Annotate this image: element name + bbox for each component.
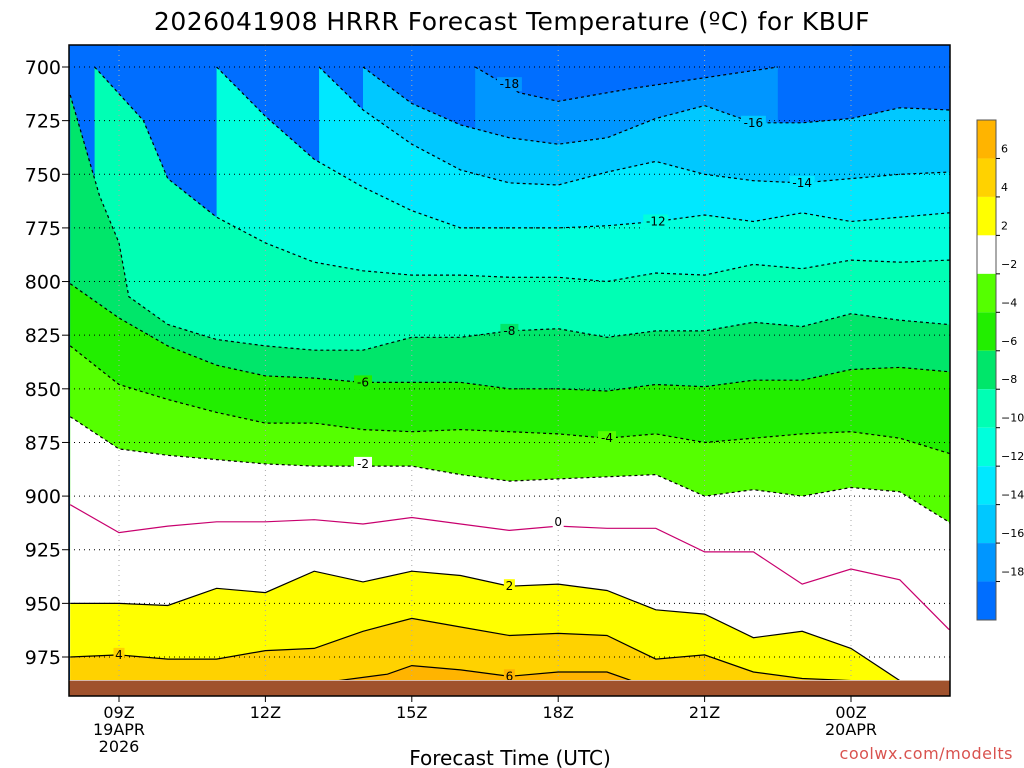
contour-label-bg-minus-4 — [598, 431, 616, 446]
colorbar-tick-label-4: −4 — [1001, 296, 1017, 309]
colorbar-tick-label-11: −18 — [1001, 566, 1024, 579]
plot-area: -18 -16 -14 -12 -8 -6 -4 -2 0 2 4 6 — [69, 45, 950, 696]
contour-line-minus-8 — [69, 94, 950, 351]
axes: 70072575077580082585087590092595097509Z1… — [25, 44, 951, 756]
colorbar-swatch-7 — [977, 389, 996, 428]
y-tick-label-825: 825 — [25, 325, 61, 347]
x-tick-label-24-0: 00Z — [835, 703, 866, 722]
colorbar-tick-label-0: 6 — [1001, 142, 1008, 155]
contour-label-bg-2 — [503, 579, 515, 594]
colorbar-tick-label-9: −14 — [1001, 489, 1024, 502]
contour-label-minus-18: -18 — [500, 77, 520, 91]
contour-label-bg-6 — [503, 669, 515, 680]
contour-label-minus-6: -6 — [357, 375, 369, 389]
contour-label-bg-4 — [113, 647, 125, 662]
contour-label-6: 6 — [506, 669, 514, 683]
contour-line-minus-18 — [474, 66, 778, 102]
credit-link[interactable]: coolwx.com/modelts — [840, 744, 1013, 763]
contour-line-minus-4 — [69, 345, 950, 455]
colorbar-tick-label-3: −2 — [1001, 258, 1017, 271]
contour-label-bg-minus-6 — [354, 375, 372, 390]
colorbar-swatch-12 — [977, 581, 996, 620]
contour-label-minus-2: -2 — [357, 457, 369, 471]
contour-label-bg-minus-16 — [740, 115, 766, 130]
contour-label-bg-0 — [552, 514, 564, 529]
x-tick-label-18-0: 18Z — [543, 703, 574, 722]
plot-frame — [68, 44, 951, 697]
x-axis-label: Forecast Time (UTC) — [409, 746, 611, 768]
colorbar-swatch-10 — [977, 504, 996, 544]
x-tick-label-24-1: 20APR — [825, 720, 877, 739]
y-tick-label-725: 725 — [25, 111, 61, 133]
colorbar-swatch-6 — [977, 350, 996, 390]
contour-line-minus-16 — [362, 66, 950, 145]
x-tick-label-9-1: 19APR — [93, 720, 145, 739]
colorbar-swatch-5 — [977, 312, 996, 351]
x-tick-label-12-0: 12Z — [250, 703, 281, 722]
band-above-6 — [343, 665, 630, 680]
contour-label-minus-16: -16 — [744, 116, 764, 130]
colorbar-tick-label-1: 4 — [1001, 181, 1008, 194]
contour-label-bg-minus-2 — [354, 456, 372, 471]
contour-label-minus-4: -4 — [601, 431, 613, 445]
contour-lines: -18 -16 -14 -12 -8 -6 -4 -2 0 2 4 6 — [69, 66, 950, 683]
contour-label-bg-minus-12 — [643, 214, 669, 229]
colorbar-swatch-4 — [977, 273, 996, 313]
contour-label-bg-minus-8 — [500, 323, 519, 338]
colorbar-tick-label-7: −10 — [1001, 412, 1024, 425]
contour-line-4 — [70, 617, 852, 680]
contour-line-0 — [69, 504, 950, 631]
colorbar-swatch-1 — [977, 158, 996, 197]
colorbar-swatch-9 — [977, 466, 996, 505]
colorbar-tick-label-6: −8 — [1001, 373, 1017, 386]
contour-line-2 — [70, 570, 900, 680]
colorbar-swatch-2 — [977, 196, 996, 236]
colorbar-swatch-0 — [977, 120, 996, 159]
y-tick-label-750: 750 — [25, 164, 61, 186]
y-tick-label-850: 850 — [25, 379, 61, 401]
contour-label-4: 4 — [115, 648, 123, 662]
y-tick-label-900: 900 — [25, 486, 61, 508]
contour-line-minus-2 — [69, 416, 950, 525]
x-tick-label-21-0: 21Z — [689, 703, 720, 722]
x-tick-label-9-2: 2026 — [99, 737, 140, 756]
grid — [69, 45, 950, 680]
y-tick-label-875: 875 — [25, 432, 61, 454]
contour-label-0: 0 — [554, 515, 562, 529]
contour-label-2: 2 — [506, 579, 514, 593]
y-tick-label-975: 975 — [25, 647, 61, 669]
contour-label-minus-12: -12 — [646, 214, 666, 228]
ground-strip — [69, 680, 950, 696]
colorbar-frame — [976, 119, 997, 621]
colorbar-swatch-8 — [977, 427, 996, 467]
contour-label-bg-minus-18 — [496, 77, 522, 92]
contour-label-minus-14: -14 — [792, 176, 812, 190]
y-tick-label-800: 800 — [25, 272, 61, 294]
colorbar-tick-label-2: 2 — [1001, 219, 1008, 232]
y-tick-label-700: 700 — [25, 57, 61, 79]
contour-label-minus-8: -8 — [503, 324, 515, 338]
x-tick-label-9-0: 09Z — [103, 703, 134, 722]
contour-line-6 — [338, 664, 632, 680]
x-tick-label-15-0: 15Z — [396, 703, 427, 722]
y-tick-label-775: 775 — [25, 218, 61, 240]
colorbar-tick-label-5: −6 — [1001, 335, 1017, 348]
band-above-4 — [70, 618, 838, 680]
contour-line-minus-10 — [94, 66, 950, 283]
colorbar-tick-label-8: −12 — [1001, 450, 1024, 463]
y-tick-label-950: 950 — [25, 593, 61, 615]
contour-line-minus-14 — [318, 66, 950, 186]
chart-title: 2026041908 HRRR Forecast Temperature (ºC… — [154, 7, 870, 36]
y-tick-label-925: 925 — [25, 540, 61, 562]
colorbar-swatch-11 — [977, 543, 996, 582]
filled-bands — [69, 45, 950, 680]
contour-line-minus-6 — [69, 283, 950, 392]
colorbar-swatch-3 — [977, 235, 996, 274]
colorbar-tick-label-10: −16 — [1001, 527, 1024, 540]
contour-label-bg-minus-14 — [789, 175, 815, 190]
colorbar: 6 4 2 −2 −4 −6 −8 −10 −12 −14 −16 −18 — [976, 119, 1024, 621]
